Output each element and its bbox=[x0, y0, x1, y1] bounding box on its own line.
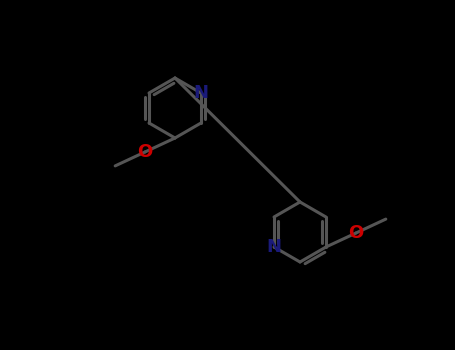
Text: O: O bbox=[137, 143, 153, 161]
Text: O: O bbox=[348, 224, 364, 242]
Text: N: N bbox=[267, 238, 282, 256]
Text: N: N bbox=[193, 84, 208, 102]
